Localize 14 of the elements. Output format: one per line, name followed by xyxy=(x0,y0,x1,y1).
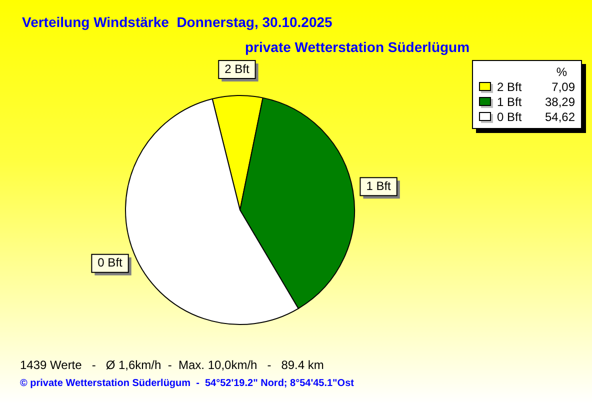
text: 1439 Werte - Ø 1,6km/h - Max. 10,0km/h - 89.4 km xyxy=(20,358,324,372)
legend-title: % xyxy=(555,65,568,79)
text: © private Wetterstation Süderlügum - 54°52'19.2" Nord; 8°54'45.1"Ost xyxy=(20,378,354,389)
slice-label: 0 Bft xyxy=(98,256,124,270)
data-label: 7,09 xyxy=(550,80,575,94)
legend-label: 2 Bft xyxy=(497,80,523,94)
legend-label: 1 Bft xyxy=(497,94,523,108)
chart-title: Verteilung Windstärke Donnerstag, 30.10.2025 xyxy=(22,14,332,30)
slice-label: 2 Bft xyxy=(224,62,250,76)
chart-subtitle: private Wetterstation Süderlügum xyxy=(245,39,470,55)
legend-label: 0 Bft xyxy=(497,110,523,124)
data-label: 38,29 xyxy=(544,94,575,108)
slice-label: 1 Bft xyxy=(366,178,392,193)
data-label: 54,62 xyxy=(544,110,575,124)
